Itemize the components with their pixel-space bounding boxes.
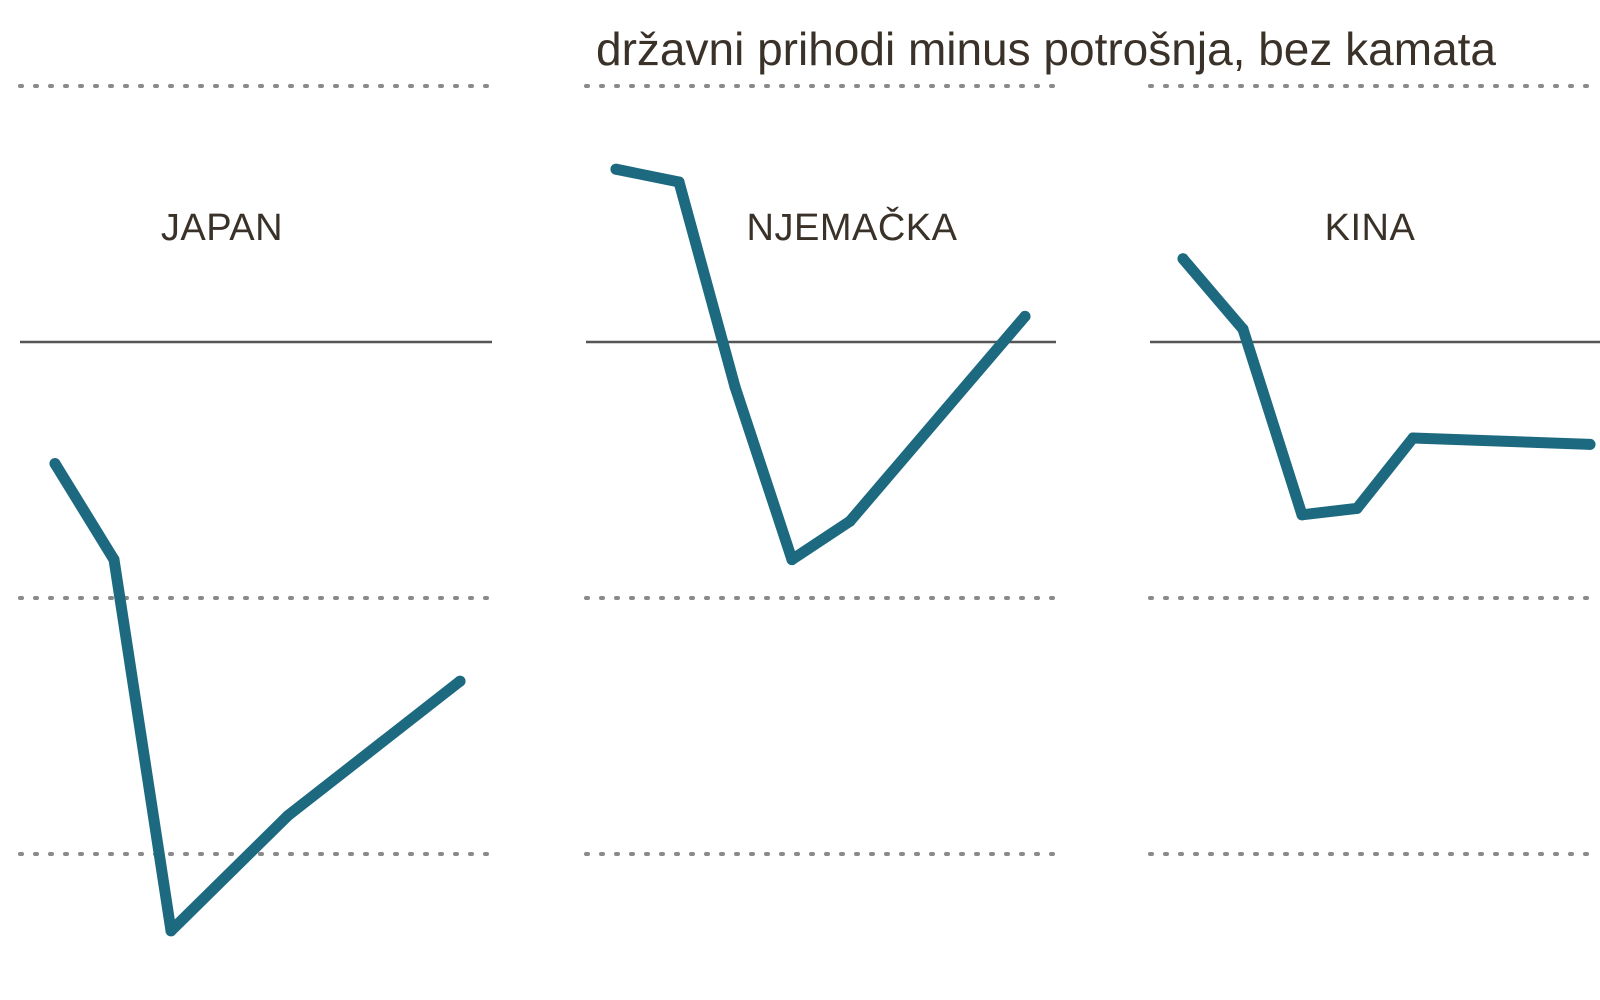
data-point-1-2	[108, 554, 120, 566]
data-point-3-2	[1237, 323, 1249, 335]
data-point-2-1	[610, 163, 622, 175]
data-point-2-4	[786, 554, 798, 566]
data-point-1-5	[454, 675, 466, 687]
data-point-3-6	[1584, 438, 1596, 450]
chart-panel-2: NJEMAČKA	[584, 84, 1058, 856]
panel-title-1: JAPAN	[161, 207, 283, 249]
data-point-2-3	[729, 381, 741, 393]
panel-title-2: NJEMAČKA	[747, 205, 958, 249]
data-point-3-5	[1407, 432, 1419, 444]
data-point-1-3	[165, 925, 177, 937]
panel-title-3: KINA	[1325, 207, 1416, 249]
series-line-1	[49, 458, 466, 937]
data-point-2-5	[844, 515, 856, 527]
series-line-2	[610, 163, 1031, 566]
data-point-2-2	[673, 176, 685, 188]
data-point-2-6	[1019, 310, 1031, 322]
data-point-3-4	[1351, 502, 1363, 514]
data-point-1-1	[49, 458, 61, 470]
chart-panel-3: KINA	[1148, 84, 1600, 856]
data-point-3-1	[1177, 253, 1189, 265]
chart-panel-1: JAPAN	[18, 84, 494, 937]
data-point-1-4	[282, 810, 294, 822]
data-point-3-3	[1296, 509, 1308, 521]
series-line-3	[1177, 253, 1596, 521]
chart-subtitle: državni prihodi minus potrošnja, bez kam…	[596, 23, 1497, 75]
